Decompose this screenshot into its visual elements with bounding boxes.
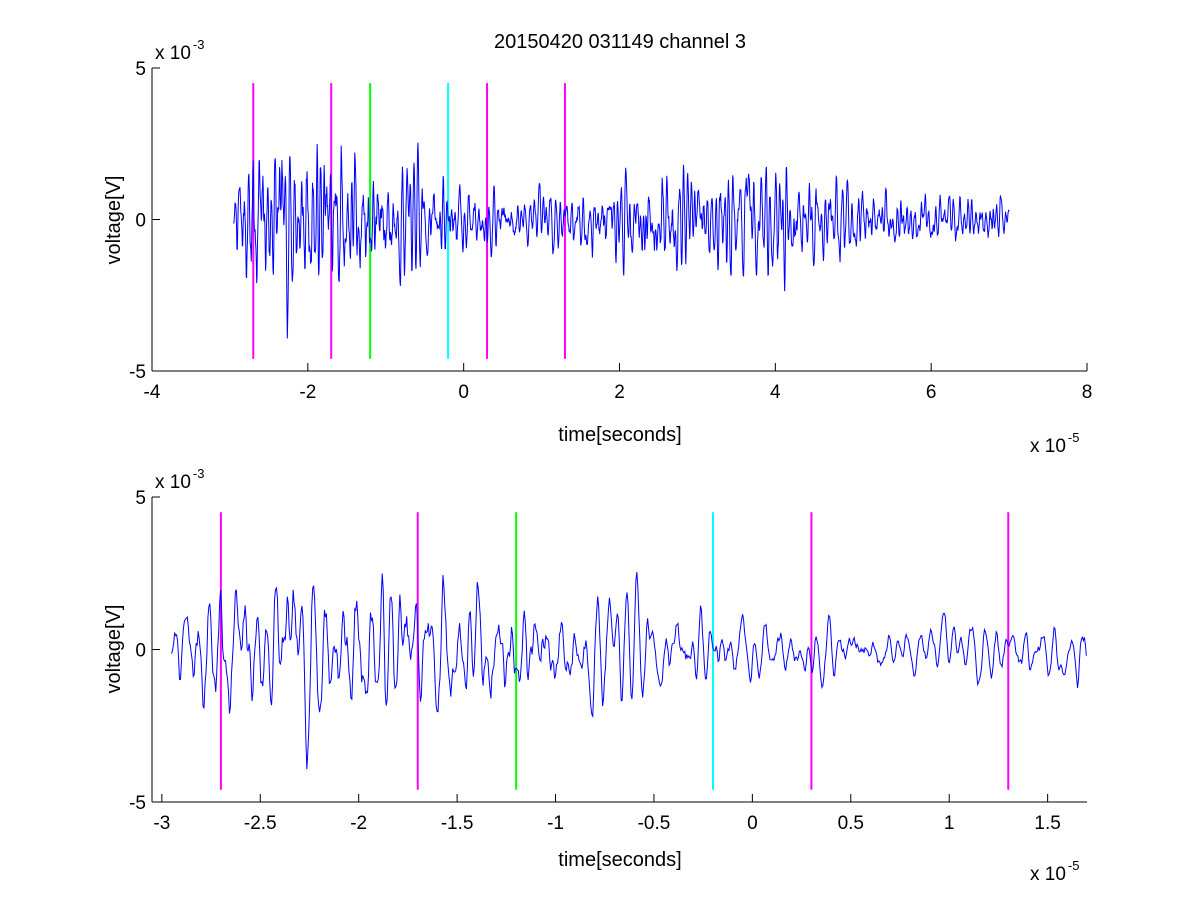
bottom-x-tick-label: -0.5 [638,813,671,834]
bottom-x-tick-label: 1.5 [1034,813,1060,834]
top-x-tick-label: 8 [1082,382,1093,403]
bottom-x-tick-label: 1 [944,813,955,834]
bottom-x-scale-label: x 10 -5 [1030,858,1079,885]
top-axes: -4 -2 0 2 4 6 8 -505 time[seconds] voltage[V] … [103,37,1092,457]
top-y-scale-exponent: -3 [193,37,205,52]
bottom-x-tick-label: -2 [350,813,367,834]
top-x-scale-exponent: -5 [1068,430,1080,445]
bottom-x-scale-exponent: -5 [1068,858,1080,873]
top-x-tick-label: 4 [770,382,781,403]
top-plot-area [152,68,1087,371]
bottom-y-scale-label: x 10 -3 [155,466,204,493]
bottom-x-tick-label: -2.5 [244,813,277,834]
bottom-x-tick-label: -1.5 [441,813,474,834]
bottom-x-tick-label: 0.5 [838,813,864,834]
bottom-x-axis-label: time[seconds] [558,849,681,871]
top-x-scale-base: x 10 [1030,436,1066,457]
top-x-tick-label: 2 [614,382,625,403]
top-x-scale-label: x 10 -5 [1030,430,1079,457]
bottom-x-tick-label: -3 [153,813,170,834]
top-y-tick-label: 0 [135,211,146,232]
bottom-y-tick-label: 0 [135,641,146,662]
figure-title: 20150420 031149 channel 3 [494,31,746,53]
top-y-scale-base: x 10 [155,43,191,64]
top-y-tick-label: -5 [129,362,146,383]
top-x-tick-label: 6 [926,382,937,403]
bottom-markers [219,512,1010,790]
bottom-y-scale-base: x 10 [155,472,191,493]
bottom-y-tick-labels: -5 0 5 [129,488,146,814]
bottom-x-tick-labels: -3 -2.5 -2 -1.5 -1 -0.5 0 0.5 1 1.5 [153,813,1060,834]
bottom-y-tick-label: 5 [135,488,146,509]
top-y-axis-label: voltage[V] [103,176,125,265]
top-y-tick-label: 5 [135,59,146,80]
top-y-scale-label: x 10 -3 [155,37,204,64]
bottom-ticks [152,496,1049,803]
bottom-y-tick-label: -5 [129,793,146,814]
bottom-x-scale-base: x 10 [1030,864,1066,885]
top-x-tick-label: -2 [299,382,316,403]
top-x-tick-label: -4 [144,382,161,403]
top-x-tick-labels: -4 -2 0 2 4 6 8 [144,382,1093,403]
bottom-y-axis-label: voltage[V] [103,605,125,694]
top-ticks [151,67,1088,372]
top-markers [252,83,566,359]
bottom-x-tick-label: -1 [547,813,564,834]
top-y-tick-labels: -5 0 5 [129,59,146,383]
top-x-axis-label: time[seconds] [558,424,681,446]
bottom-axes: -3 -2.5 -2 -1.5 -1 -0.5 0 0.5 1 1.5 -5 0 5 time[sec… [103,466,1087,885]
top-x-tick-label: 0 [458,382,469,403]
bottom-x-tick-label: 0 [747,813,758,834]
bottom-signal-line [171,572,1087,770]
top-signal-line [233,142,1010,339]
bottom-y-scale-exponent: -3 [193,466,205,481]
